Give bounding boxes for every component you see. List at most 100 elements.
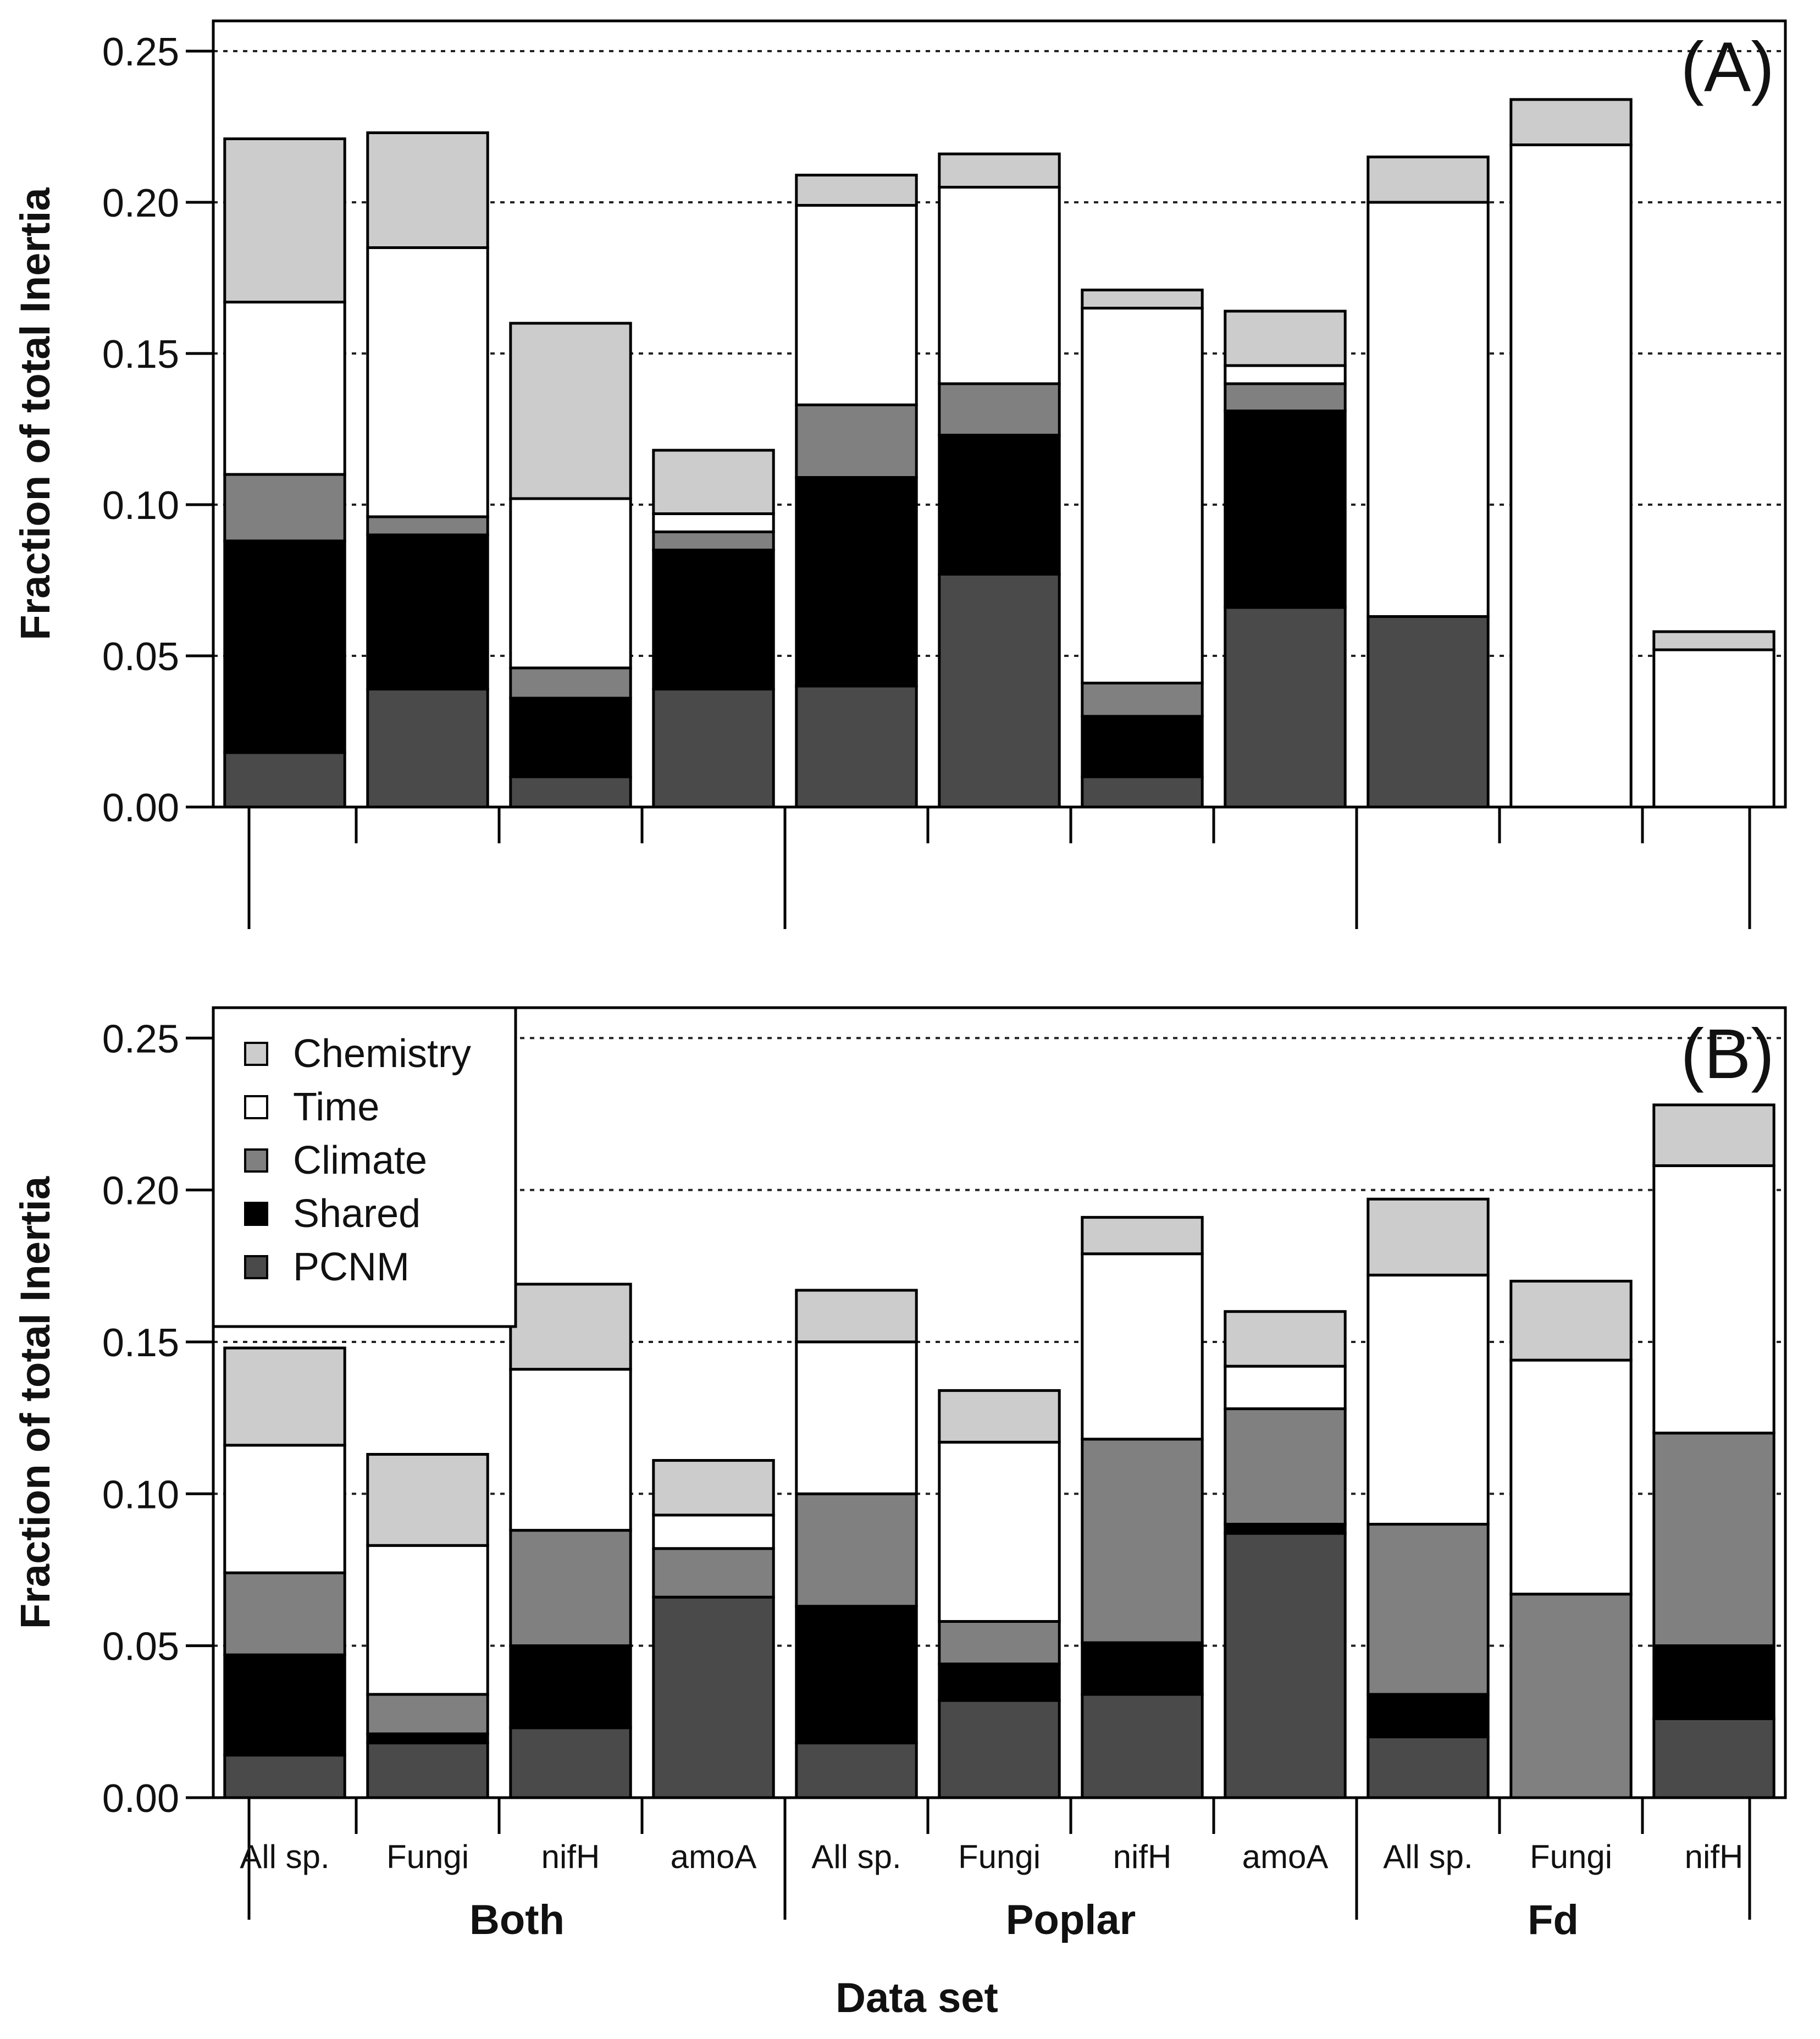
bar-segment-pcnm (795, 684, 918, 809)
bar-segment-chemistry (1224, 1310, 1347, 1368)
bar-segment-shared (652, 549, 775, 690)
bar-segment-time (1081, 307, 1204, 684)
bar-segment-time (366, 1544, 489, 1696)
bar-segment-climate (1224, 1407, 1347, 1526)
bar-segment-shared (509, 697, 632, 778)
y-tick-label: 0.25 (102, 1017, 179, 1061)
bar-segment-chemistry (366, 131, 489, 249)
category-label: All sp. (1383, 1838, 1473, 1875)
y-tick-label: 0.25 (102, 30, 179, 74)
category-label: nifH (1113, 1838, 1172, 1875)
bar-segment-time (795, 1340, 918, 1495)
bar-segment-shared (938, 434, 1061, 576)
plot-frame (212, 1006, 1787, 1799)
bar-segment-time (1224, 1364, 1347, 1411)
bar-segment-time (1509, 143, 1633, 809)
category-label: All sp. (811, 1838, 901, 1875)
bar-segment-time (652, 1513, 775, 1550)
y-tick-label: 0.15 (102, 1321, 179, 1365)
bar-segment-climate (652, 531, 775, 551)
bar-segment-climate (1652, 1432, 1775, 1648)
category-label: amoA (1242, 1838, 1329, 1875)
group-label: Fd (1528, 1897, 1579, 1943)
bar-segment-pcnm (223, 1754, 346, 1799)
bar-segment-pcnm (509, 775, 632, 809)
legend-label: Shared (293, 1192, 421, 1236)
bar-segment-pcnm (652, 1595, 775, 1799)
bar-segment-time (938, 1440, 1061, 1623)
bar-segment-climate (1367, 1523, 1490, 1696)
y-axis-title: Fraction of total Inertia (12, 1176, 59, 1629)
category-label: All sp. (240, 1838, 329, 1875)
bar-segment-chemistry (795, 174, 918, 207)
panel-b: 0.00 0.05 0.10 0.15 0.20 0.25 Fraction of tota… (12, 1006, 1787, 1943)
bar-segment-climate (795, 1492, 918, 1608)
panel-a: 0.00 0.05 0.10 0.15 0.20 0.25 Fraction of tota… (12, 19, 1787, 929)
bar-segment-chemistry (1652, 1103, 1775, 1167)
bar-segment-pcnm (1224, 606, 1347, 809)
bar-segment-time (938, 186, 1061, 385)
bar-segment-time (1652, 648, 1775, 809)
panel-tag: (B) (1680, 1015, 1774, 1093)
bar-segment-chemistry (938, 1389, 1061, 1444)
bar-segment-chemistry (223, 1346, 346, 1447)
bar-segment-chemistry (652, 1459, 775, 1517)
legend-swatch-shared (244, 1202, 268, 1226)
bar-segment-chemistry (1081, 1215, 1204, 1256)
y-tick-label: 0.15 (102, 333, 179, 377)
group-label: Poplar (1006, 1897, 1136, 1943)
bar-segment-pcnm (1652, 1717, 1775, 1799)
legend-label: PCNM (293, 1245, 410, 1289)
category-label: Fungi (958, 1838, 1041, 1875)
y-tick-label: 0.05 (102, 635, 179, 679)
bar-segment-chemistry (795, 1289, 918, 1344)
bar-segment-chemistry (366, 1452, 489, 1547)
bar-segment-chemistry (1367, 156, 1490, 204)
bar-segment-climate (509, 1529, 632, 1648)
legend-label: Climate (293, 1139, 427, 1182)
bar-segment-pcnm (652, 688, 775, 809)
bar-segment-pcnm (1367, 1735, 1490, 1799)
category-label: nifH (541, 1838, 600, 1875)
bar-segment-time (509, 1368, 632, 1532)
bar-segment-time (1224, 364, 1347, 385)
bar-segment-chemistry (938, 152, 1061, 189)
bar-segment-pcnm (1081, 1693, 1204, 1799)
y-tick-label: 0.10 (102, 484, 179, 528)
bar-segment-climate (223, 1571, 346, 1656)
legend: Chemistry Time Climate Shared PCNM (212, 1006, 517, 1328)
bar-segment-time (223, 301, 346, 476)
legend-label: Chemistry (293, 1032, 471, 1076)
bar-segment-shared (366, 533, 489, 690)
bar-segment-shared (1224, 410, 1347, 609)
legend-swatch-chemistry (244, 1042, 268, 1066)
bar-segment-climate (509, 666, 632, 700)
y-tick-label: 0.00 (102, 1777, 179, 1821)
bar-segment-climate (1224, 382, 1347, 412)
bar-segment-chemistry (223, 137, 346, 303)
category-label: Fungi (386, 1838, 469, 1875)
bar-segment-climate (652, 1547, 775, 1599)
bar-segment-shared (1367, 1693, 1490, 1738)
bar-segment-chemistry (509, 1283, 632, 1371)
y-tick-label: 0.00 (102, 786, 179, 830)
bar-segment-pcnm (223, 751, 346, 809)
bar-segment-shared (509, 1644, 632, 1729)
bar-segment-climate (1081, 682, 1204, 718)
bar-segment-time (223, 1444, 346, 1574)
bar-segment-time (795, 204, 918, 406)
bar-segment-climate (366, 515, 489, 537)
legend-swatch-time (244, 1095, 268, 1119)
bar-segment-chemistry (1509, 98, 1633, 146)
panel-tag: (A) (1680, 28, 1774, 107)
y-tick-label: 0.10 (102, 1473, 179, 1517)
x-axis-title: Data set (836, 1975, 998, 2021)
bar-segment-time (509, 497, 632, 670)
bar-segment-climate (366, 1693, 489, 1736)
y-axis-title: Fraction of total Inertia (12, 187, 59, 640)
bar-segment-chemistry (1367, 1197, 1490, 1277)
bar-segment-shared (938, 1662, 1061, 1702)
bar-segment-pcnm (1224, 1532, 1347, 1799)
legend-swatch-pcnm (244, 1255, 268, 1279)
